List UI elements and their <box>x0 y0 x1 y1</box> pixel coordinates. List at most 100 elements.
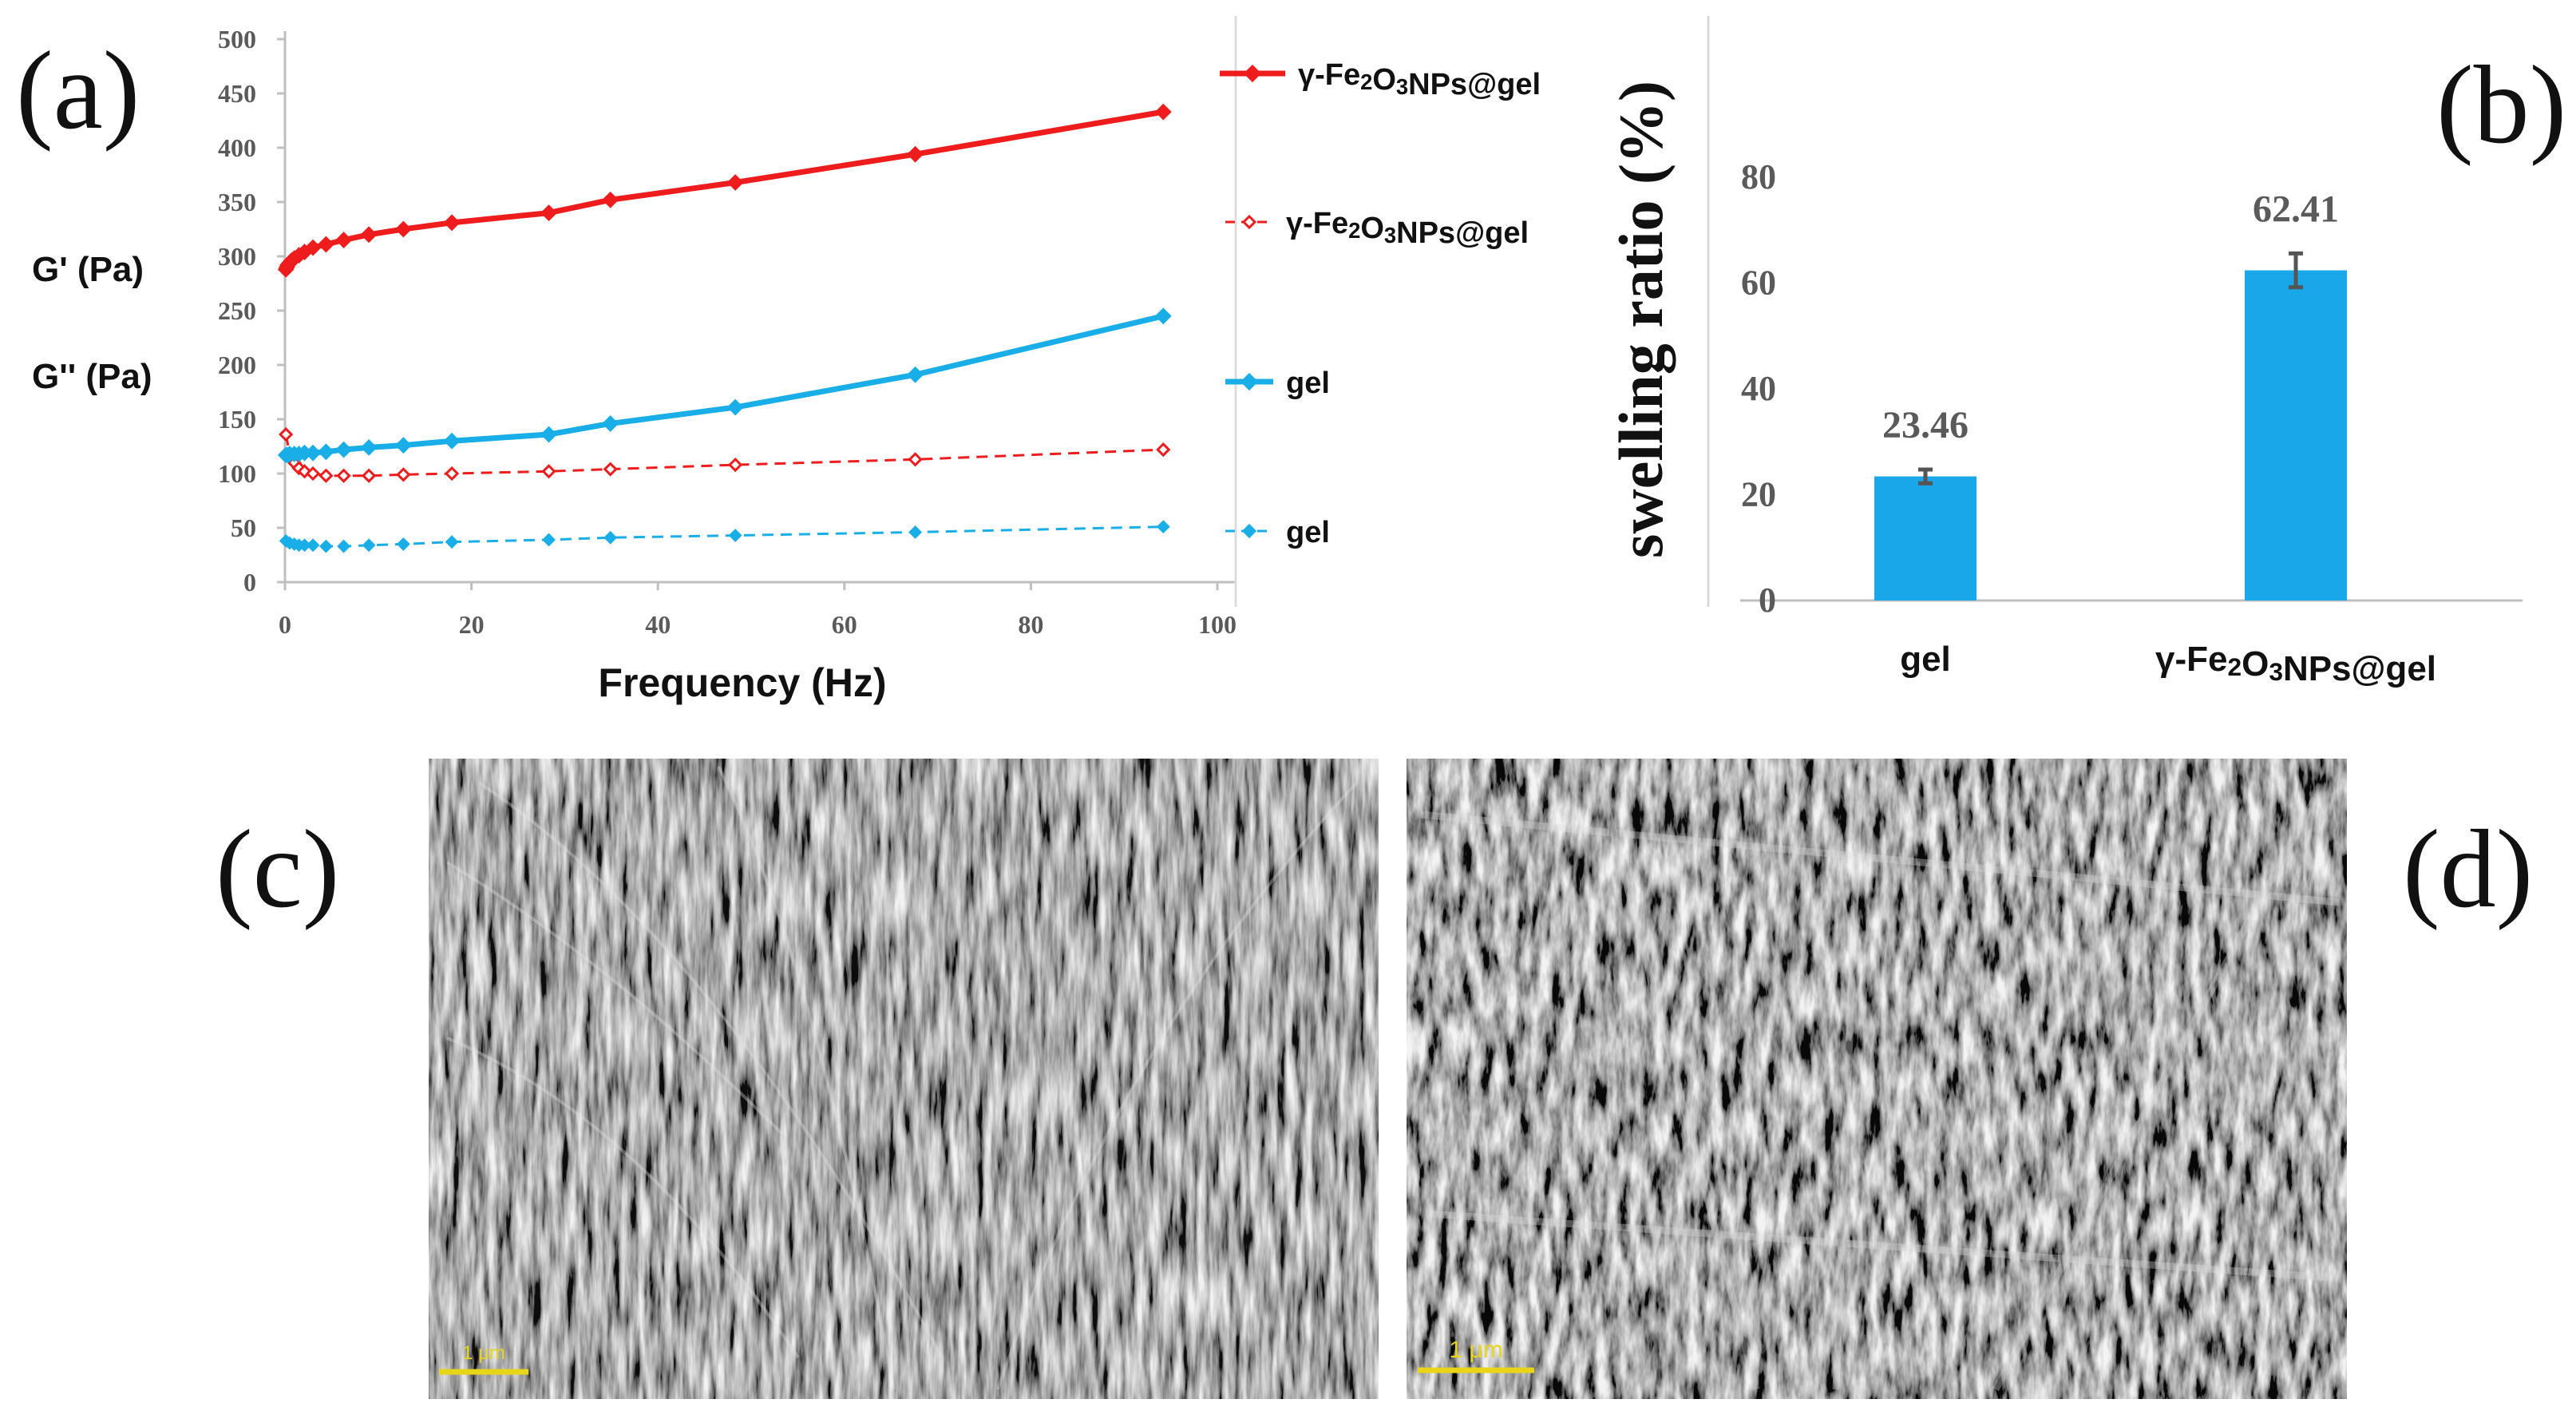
data-point-3 <box>362 538 376 553</box>
series-line-2 <box>285 313 1165 458</box>
rheology-chart: (a) G' (Pa) G'' (Pa) 0501001502002503003… <box>16 16 1541 705</box>
bar-value-label: 62.41 <box>2253 188 2339 230</box>
data-point-2 <box>443 432 461 450</box>
line-chart-series <box>277 103 1172 553</box>
data-point-1 <box>1156 442 1171 458</box>
g-double-prime-axis-label: G'' (Pa) <box>32 357 152 396</box>
data-point-2 <box>1154 307 1172 325</box>
y-tick-label: 50 <box>231 513 256 542</box>
category-label: gel <box>1900 640 1951 679</box>
legend-marker <box>1240 372 1259 391</box>
panel-label-d: (d) <box>2403 807 2533 931</box>
bar-chart-bars: 23.46 gel 62.41 γ-Fe2O3NPs@gel <box>1874 188 2436 688</box>
y-tick-label: 500 <box>218 25 256 54</box>
data-point-1 <box>279 426 294 442</box>
line-chart-axes: 0 50 100 150 200 250 300 350 400 450 500 0 20 40 60 80 1… <box>218 16 1237 639</box>
category-label: γ-Fe2O3NPs@gel <box>2155 640 2436 688</box>
g-prime-axis-label: G' (Pa) <box>32 250 144 289</box>
data-point-0 <box>360 226 378 244</box>
y-tick-label: 400 <box>218 133 256 162</box>
legend-marker <box>1243 64 1262 83</box>
data-point-1 <box>319 468 334 483</box>
y-tick-label: 350 <box>218 188 256 216</box>
data-point-3 <box>337 539 350 553</box>
data-point-1 <box>603 462 618 477</box>
y-tick-label: 20 <box>1741 475 1776 514</box>
x-tick-label: 20 <box>459 610 485 639</box>
legend-label: gel <box>1286 367 1330 400</box>
data-point-1 <box>728 457 743 473</box>
data-point-0 <box>304 239 322 256</box>
data-point-0 <box>1154 103 1172 121</box>
x-tick-label: 0 <box>279 610 291 639</box>
data-point-3 <box>542 533 556 547</box>
x-tick-label: 80 <box>1018 610 1043 639</box>
fiber-overlay-d <box>1420 765 2340 1392</box>
data-point-3 <box>319 539 333 553</box>
y-tick-label: 40 <box>1741 369 1776 408</box>
data-point-3 <box>728 529 742 542</box>
legend-label: γ-Fe2O3NPs@gel <box>1298 58 1541 101</box>
data-point-2 <box>335 441 352 458</box>
data-point-3 <box>1156 520 1170 534</box>
y-tick-label: 300 <box>218 242 256 271</box>
data-point-0 <box>726 174 744 191</box>
y-tick-label: 60 <box>1741 264 1776 303</box>
data-point-3 <box>445 535 459 549</box>
bar-chart-axes: 0 20 40 60 80 <box>1740 157 2523 620</box>
data-point-3 <box>908 525 922 539</box>
data-point-0 <box>335 232 352 249</box>
line-chart-legend: γ-Fe2O3NPs@gel γ-Fe2O3NPs@gel gel gel <box>1220 58 1541 549</box>
data-point-2 <box>360 438 378 456</box>
x-tick-label: 60 <box>832 610 857 639</box>
data-point-1 <box>444 466 460 482</box>
swelling-bar-chart: (b) swelling ratio (%) 0 20 40 60 80 23.46 ge… <box>1606 43 2566 688</box>
scale-bar-label-d: 1 μm <box>1449 1337 1502 1363</box>
fiber-overlay-c <box>445 766 1359 1390</box>
legend-marker <box>1241 214 1257 230</box>
data-point-2 <box>540 426 557 443</box>
legend-label: gel <box>1286 516 1330 549</box>
y-tick-label: 80 <box>1741 157 1776 196</box>
data-point-3 <box>396 537 410 551</box>
data-point-1 <box>908 452 923 467</box>
data-point-2 <box>317 443 334 461</box>
sem-texture-c <box>429 759 1379 1399</box>
y-tick-label: 200 <box>218 351 256 379</box>
data-point-1 <box>305 466 321 482</box>
data-point-1 <box>336 468 351 483</box>
data-point-0 <box>907 145 924 163</box>
bar <box>2245 270 2347 600</box>
y-tick-label: 0 <box>1759 581 1776 620</box>
panel-label-c: (c) <box>216 807 339 931</box>
data-point-1 <box>361 468 377 483</box>
data-point-0 <box>394 220 412 238</box>
data-point-3 <box>603 530 618 545</box>
sem-image-np-gel: (d) 1 μm <box>1407 759 2533 1399</box>
series-line-0 <box>283 109 1164 271</box>
data-point-2 <box>726 398 744 416</box>
bar <box>1874 476 1977 600</box>
y-tick-label: 0 <box>243 568 256 597</box>
data-point-0 <box>317 236 334 253</box>
bar-value-label: 23.46 <box>1882 404 1969 446</box>
legend-label: γ-Fe2O3NPs@gel <box>1286 207 1529 250</box>
data-point-1 <box>396 467 411 482</box>
series-line-1 <box>284 434 1164 478</box>
data-point-0 <box>540 204 557 222</box>
x-tick-label: 40 <box>645 610 671 639</box>
x-tick-label: 100 <box>1198 610 1237 639</box>
y-tick-label: 250 <box>218 296 256 325</box>
data-point-2 <box>907 366 924 383</box>
data-point-0 <box>443 214 461 232</box>
y-axis-title: swelling ratio (%) <box>1606 81 1676 558</box>
sem-image-gel: (c) 1 μm <box>216 759 1379 1399</box>
data-point-1 <box>541 464 556 479</box>
y-tick-label: 450 <box>218 79 256 108</box>
series-line-3 <box>285 525 1164 548</box>
x-axis-title: Frequency (Hz) <box>598 660 886 705</box>
data-point-2 <box>394 437 412 454</box>
data-point-2 <box>602 415 619 432</box>
panel-label-a: (a) <box>16 29 140 153</box>
